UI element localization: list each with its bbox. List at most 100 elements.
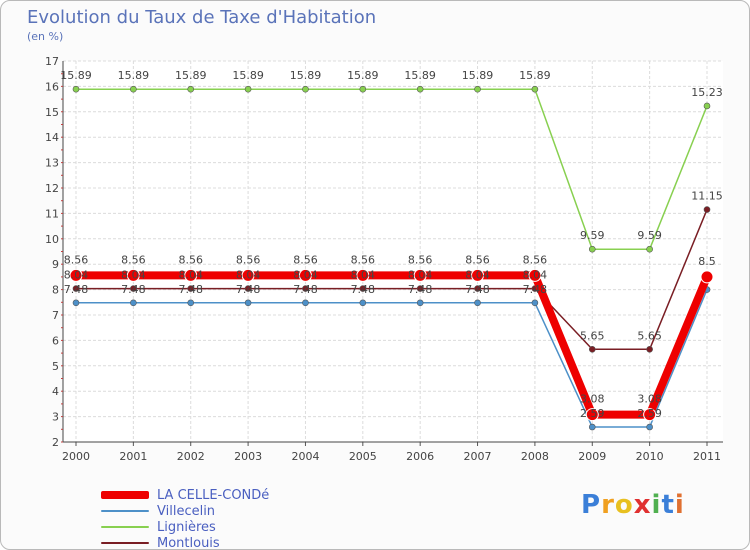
data-point — [187, 285, 195, 292]
y-tick-label: 14 — [45, 131, 59, 144]
legend-item-villecelin[interactable]: Villecelin — [101, 503, 269, 519]
x-tick-label: 2001 — [119, 450, 147, 463]
y-tick-label: 13 — [45, 157, 59, 170]
logo-letter: r — [601, 490, 615, 520]
plot-area — [63, 61, 723, 442]
data-point — [474, 285, 481, 292]
data-label: 2.59 — [580, 407, 605, 420]
x-tick-label: 2003 — [234, 450, 262, 463]
x-tick-label: 2011 — [693, 450, 721, 463]
data-label: 8.04 — [523, 269, 548, 282]
data-point — [187, 299, 195, 307]
legend-label: Villecelin — [157, 503, 216, 519]
data-point — [528, 268, 542, 282]
legend-item-celle-conde[interactable]: LA CELLE-CONDé — [101, 487, 269, 503]
data-point — [646, 245, 653, 253]
y-tick-label: 8 — [52, 284, 59, 297]
data-point — [359, 299, 367, 307]
data-label: 15.89 — [60, 69, 92, 82]
data-point — [588, 245, 596, 253]
data-label: 8.04 — [408, 269, 433, 282]
data-point — [302, 285, 309, 292]
data-point — [72, 85, 80, 93]
y-tick-label: 12 — [45, 182, 59, 195]
legend-swatch-lignieres — [101, 526, 149, 528]
data-point — [298, 268, 312, 282]
data-point — [72, 285, 80, 292]
data-point — [130, 85, 137, 93]
logo-letter: x — [633, 490, 652, 520]
data-point — [69, 268, 83, 282]
data-label: 15.89 — [519, 69, 551, 82]
data-point — [244, 85, 252, 93]
data-point — [531, 85, 539, 93]
legend-swatch-villecelin — [101, 510, 149, 512]
data-point — [474, 299, 481, 307]
data-point — [531, 299, 539, 307]
y-tick-label: 17 — [45, 55, 59, 68]
logo-letter: o — [614, 490, 634, 520]
data-label: 15.89 — [290, 69, 322, 82]
series-line — [75, 88, 708, 250]
data-point — [359, 85, 367, 93]
data-point — [244, 299, 252, 307]
data-label: 8.04 — [64, 269, 89, 282]
data-point — [585, 408, 599, 422]
y-tick-label: 11 — [45, 207, 59, 220]
data-label: 9.59 — [637, 229, 662, 242]
x-tick-label: 2000 — [62, 450, 90, 463]
data-label: 5.65 — [580, 329, 605, 342]
data-label: 8.04 — [178, 269, 203, 282]
x-tick-label: 2006 — [406, 450, 434, 463]
data-point — [72, 299, 80, 307]
data-point — [588, 423, 596, 431]
data-point — [646, 423, 653, 431]
series-line — [75, 288, 708, 428]
y-tick-label: 4 — [52, 385, 59, 398]
data-label: 8.56 — [351, 253, 376, 266]
x-tick-label: 2008 — [521, 450, 549, 463]
data-label: 8.04 — [293, 269, 318, 282]
data-label: 2.59 — [637, 407, 662, 420]
data-point — [588, 345, 596, 353]
series-line — [75, 208, 708, 351]
data-point — [126, 268, 140, 282]
data-label: 8.04 — [236, 269, 261, 282]
data-point — [643, 408, 657, 422]
logo-letter: i — [651, 490, 662, 520]
data-point — [703, 102, 711, 110]
data-label: 8.5 — [698, 255, 716, 268]
data-point — [471, 268, 485, 282]
data-label: 7.48 — [293, 283, 318, 296]
x-tick-label: 2007 — [464, 450, 492, 463]
legend-item-montlouis[interactable]: Montlouis — [101, 535, 269, 549]
data-label: 15.89 — [175, 69, 207, 82]
data-label: 8.56 — [523, 253, 548, 266]
chart-legend: LA CELLE-CONDé Villecelin Lignières Mont… — [101, 487, 269, 549]
data-label: 8.04 — [351, 269, 376, 282]
data-label: 8.56 — [236, 253, 261, 266]
data-point — [130, 285, 137, 292]
data-point — [187, 85, 195, 93]
data-point — [244, 285, 252, 292]
data-point — [184, 268, 198, 282]
data-label: 15.89 — [232, 69, 264, 82]
data-label: 3.08 — [580, 393, 605, 406]
data-label: 15.89 — [404, 69, 436, 82]
data-label: 7.48 — [465, 283, 490, 296]
logo-letter: t — [661, 490, 675, 520]
y-tick-label: 16 — [45, 80, 59, 93]
data-label: 7.48 — [408, 283, 433, 296]
data-point — [703, 206, 711, 213]
data-label: 7.48 — [523, 283, 548, 296]
logo-letter: i — [674, 490, 685, 520]
data-point — [359, 285, 367, 292]
legend-item-lignieres[interactable]: Lignières — [101, 519, 269, 535]
legend-label: LA CELLE-CONDé — [157, 487, 270, 503]
data-label: 15.23 — [691, 86, 723, 99]
data-point — [302, 85, 309, 93]
data-point — [474, 85, 481, 93]
y-tick-label: 2 — [52, 436, 59, 449]
data-point — [646, 345, 653, 353]
